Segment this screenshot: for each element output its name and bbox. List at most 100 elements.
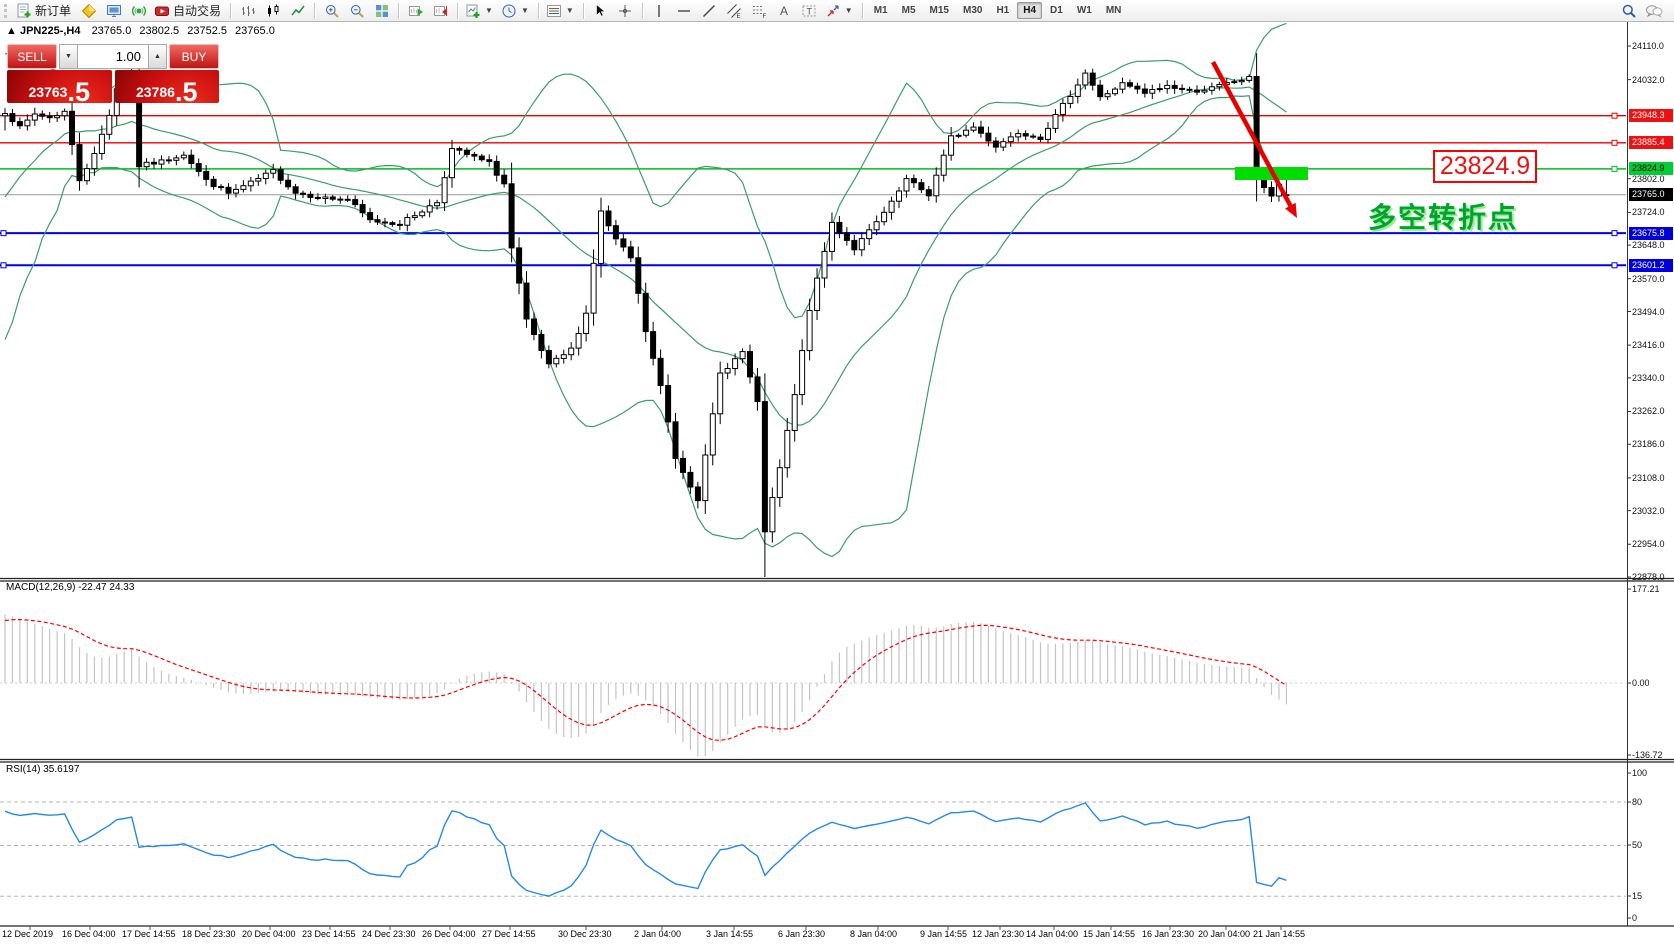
- cursor-button[interactable]: [588, 0, 613, 22]
- level-line-handle[interactable]: [1611, 262, 1618, 269]
- horizontal-line-icon: [678, 9, 691, 12]
- new-chart-button[interactable]: ▼: [462, 0, 498, 22]
- timeframe-button-M30[interactable]: M30: [962, 5, 983, 16]
- text-button[interactable]: A: [772, 0, 797, 22]
- timeframe-button-H4[interactable]: H4: [1017, 2, 1043, 19]
- tile-windows-icon: [375, 4, 388, 17]
- turning-point-note[interactable]: 多空转折点: [1368, 202, 1519, 233]
- templates-button[interactable]: ▼: [543, 0, 579, 22]
- timeframe-button-M1[interactable]: M1: [873, 5, 888, 16]
- sell-price-frac: .5: [67, 76, 90, 107]
- collapse-icon[interactable]: ▲: [6, 25, 17, 37]
- signals-button[interactable]: [126, 0, 151, 22]
- price-tick-label: 23340.0: [1632, 372, 1665, 383]
- time-axis-label: 12 Jan 23:30: [972, 929, 1025, 939]
- svg-text:T: T: [807, 6, 813, 16]
- chart-shift-icon: [433, 5, 447, 16]
- text-label-icon: T: [802, 5, 816, 16]
- buy-price-main: 23786: [136, 84, 175, 100]
- timeframe-button-M15[interactable]: M15: [929, 5, 949, 16]
- terminal-button[interactable]: [101, 0, 126, 22]
- axis-ticks-layer: [29, 45, 1631, 930]
- arrows-icon: [827, 4, 839, 16]
- price-tick-label: 23648.0: [1632, 240, 1665, 251]
- buy-button[interactable]: BUY: [169, 44, 219, 69]
- price-badge-23948.3: 23948.3: [1629, 109, 1673, 123]
- timeframe-button-MN[interactable]: MN: [1105, 5, 1122, 16]
- bar-chart-button[interactable]: [235, 0, 260, 22]
- arrows-button[interactable]: ▼: [822, 0, 858, 22]
- rsi-axis-label: 0: [1632, 913, 1638, 923]
- price-badge-23765.0: 23765.0: [1629, 188, 1673, 202]
- text-label-button[interactable]: T: [797, 0, 822, 22]
- annotations-layer[interactable]: [1211, 60, 1308, 218]
- periods-button[interactable]: ▼: [498, 0, 534, 22]
- time-axis-label: 8 Jan 04:00: [850, 929, 898, 939]
- zoom-out-button[interactable]: [344, 0, 369, 22]
- autotrade-label: 自动交易: [173, 4, 222, 18]
- line-chart-icon: [290, 5, 305, 15]
- timeframe-button-M5[interactable]: M5: [901, 5, 916, 16]
- level-line-handle[interactable]: [1611, 165, 1618, 172]
- down-arrow-line[interactable]: [1211, 60, 1293, 207]
- level-line-handle[interactable]: [1611, 230, 1618, 237]
- auto-scroll-button[interactable]: [403, 0, 428, 22]
- horizontal-line-button[interactable]: [672, 0, 697, 22]
- new-order-button[interactable]: 新订单: [13, 0, 76, 22]
- crosshair-icon: [619, 4, 632, 17]
- trendline-button[interactable]: [697, 0, 722, 22]
- bar-chart-icon: [241, 5, 255, 16]
- price-tick-label: 23724.0: [1632, 207, 1665, 218]
- ohlc-close: 23765.0: [235, 25, 275, 37]
- toolbar-separator: [537, 2, 539, 19]
- autotrade-button[interactable]: 自动交易: [151, 0, 226, 22]
- price-annotation-box[interactable]: 23824.9: [1433, 150, 1537, 183]
- price-tick-label: 23262.0: [1632, 406, 1665, 417]
- price-tick-label: 23108.0: [1632, 472, 1665, 483]
- time-axis-label: 23 Dec 14:55: [302, 929, 356, 939]
- vertical-line-button[interactable]: [647, 0, 672, 22]
- volume-input[interactable]: 1.00: [78, 44, 148, 69]
- price-tick-label: 23032.0: [1632, 505, 1665, 516]
- crosshair-button[interactable]: [613, 0, 638, 22]
- equidistant-channel-icon: E: [727, 3, 742, 19]
- fibonacci-icon: F: [753, 5, 767, 19]
- sell-price-main: 23763: [28, 84, 68, 100]
- symbol-name: JPN225-,H4: [19, 25, 81, 37]
- fibonacci-button[interactable]: F: [747, 0, 772, 22]
- tile-windows-button[interactable]: [369, 0, 394, 22]
- search-button[interactable]: [1616, 0, 1641, 22]
- equidistant-channel-button[interactable]: E: [722, 0, 747, 22]
- timeframe-button-D1[interactable]: D1: [1050, 5, 1063, 16]
- svg-text:F: F: [763, 14, 767, 19]
- timeframe-button-W1[interactable]: W1: [1076, 5, 1092, 16]
- sell-button[interactable]: SELL: [7, 44, 57, 69]
- candlestick-chart-button[interactable]: [260, 0, 285, 22]
- timeframe-button-H1[interactable]: H1: [996, 5, 1010, 16]
- level-line-handle[interactable]: [0, 262, 7, 269]
- toolbar-separator: [457, 2, 459, 19]
- zoom-in-button[interactable]: [319, 0, 344, 22]
- level-line-handle[interactable]: [1611, 139, 1618, 146]
- price-badge-23675.8: 23675.8: [1629, 226, 1673, 240]
- volume-decrease-button[interactable]: ▼: [59, 44, 78, 69]
- chart-shift-button[interactable]: [428, 0, 453, 22]
- sell-price-display[interactable]: 23763.5: [7, 70, 112, 107]
- toolbar-grip[interactable]: [4, 3, 10, 18]
- search-icon: [1622, 4, 1636, 18]
- price-tick-label: 24110.0: [1632, 41, 1664, 51]
- level-line-handle[interactable]: [0, 230, 7, 237]
- autotrade-icon: [155, 6, 170, 16]
- candles-layer: [2, 44, 1290, 577]
- time-axis-label: 17 Dec 14:55: [122, 929, 176, 939]
- bollinger-middle: [4, 86, 1287, 426]
- time-axis-label: 2 Jan 04:00: [634, 929, 682, 939]
- dropdown-caret-icon: ▼: [520, 6, 529, 15]
- chat-button[interactable]: [1641, 0, 1666, 22]
- buy-price-display[interactable]: 23786.5: [114, 70, 219, 105]
- line-chart-button[interactable]: [285, 0, 310, 22]
- volume-increase-button[interactable]: ▲: [148, 44, 167, 69]
- level-line-handle[interactable]: [1611, 112, 1618, 119]
- quotes-button[interactable]: [76, 0, 101, 22]
